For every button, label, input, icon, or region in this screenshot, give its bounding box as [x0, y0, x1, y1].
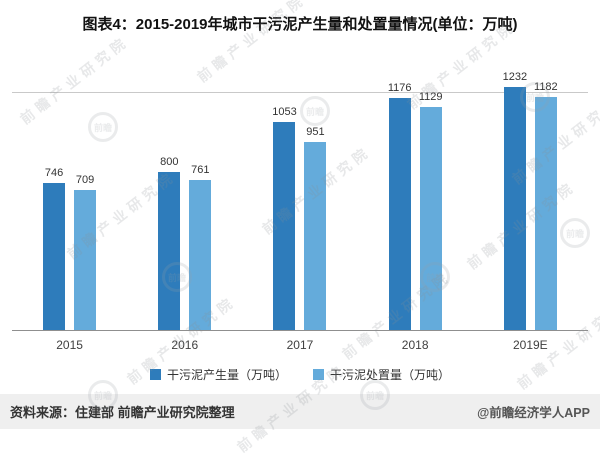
bar-value-label: 709	[75, 174, 95, 186]
bar-group: 800 761	[155, 156, 215, 330]
legend-swatch-icon	[149, 369, 161, 380]
bar-value-label: 1232	[502, 71, 528, 83]
category-label: 2015	[56, 338, 83, 352]
legend-label: 干污泥处置量（万吨）	[330, 368, 451, 382]
plot-area: 746 709 800 761 1053 951 1176 1129 1232 1182	[12, 71, 588, 331]
bar-series-1: 746	[43, 167, 66, 330]
bar-series-2: 951	[304, 126, 327, 330]
bar-group: 746 709	[40, 167, 100, 330]
bar-series-1: 1053	[272, 106, 297, 330]
category-label: 2018	[401, 338, 429, 352]
bar-group: 1232 1182	[500, 71, 560, 330]
legend-item-2: 干污泥处置量（万吨）	[313, 366, 450, 383]
source-text: 资料来源：住建部 前瞻产业研究院整理	[10, 405, 235, 420]
bar-series-1: 800	[158, 156, 181, 330]
bar-value-label: 746	[44, 167, 64, 179]
chart-legend: 干污泥产生量（万吨） 干污泥处置量（万吨）	[12, 366, 588, 383]
bar-group: 1176 1129	[385, 82, 445, 330]
bar-series-2: 1129	[419, 91, 442, 330]
legend-label: 干污泥产生量（万吨）	[166, 368, 287, 382]
chart-title: 图表4：2015-2019年城市干污泥产生量和处置量情况(单位：万吨)	[82, 16, 518, 33]
category-label: 2019E	[512, 338, 548, 352]
category-label: 2016	[171, 338, 199, 352]
footer-bar: 资料来源：住建部 前瞻产业研究院整理 @前瞻经济学人APP	[0, 394, 600, 429]
bar-series-2: 761	[189, 164, 212, 330]
bar-series-1: 1176	[388, 82, 411, 330]
bar-chart: 746 709 800 761 1053 951 1176 1129 1232 1182 2015…	[12, 71, 588, 383]
bar-value-label: 1129	[418, 91, 443, 103]
category-label: 2017	[286, 338, 314, 352]
bar-series-1: 1232	[503, 71, 527, 330]
bar-value-label: 951	[306, 126, 325, 138]
x-axis-labels: 2015 2016 2017 2018 2019E	[12, 338, 588, 352]
legend-swatch-icon	[313, 369, 324, 380]
bar-value-label: 1053	[272, 106, 297, 118]
bar-value-label: 800	[160, 156, 179, 168]
bar-group: 1053 951	[270, 106, 330, 330]
bar-value-label: 1176	[387, 82, 412, 94]
bar-series-2: 1182	[534, 81, 558, 330]
bar-value-label: 1182	[534, 81, 558, 93]
bar-value-label: 761	[191, 164, 210, 176]
credit-text: @前瞻经济学人APP	[477, 406, 590, 420]
legend-item-1: 干污泥产生量（万吨）	[149, 366, 287, 383]
bar-series-2: 709	[74, 174, 97, 330]
